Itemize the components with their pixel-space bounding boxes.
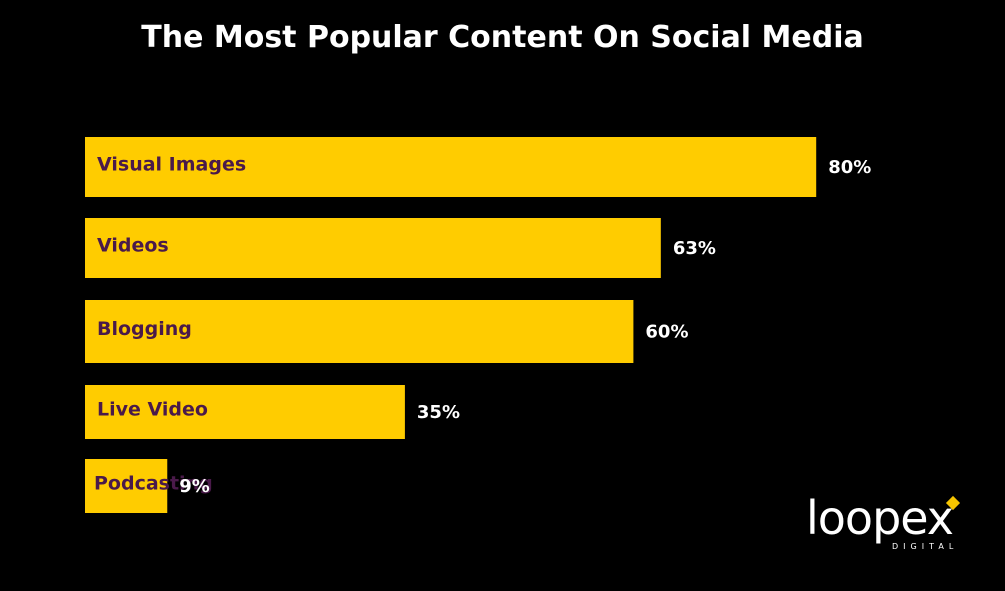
value-label: 35%	[417, 402, 460, 423]
value-label: 63%	[673, 238, 716, 259]
bar-podcasting	[85, 459, 168, 513]
bar-blogging	[85, 300, 634, 363]
category-label: Podcasting	[94, 473, 213, 495]
category-label: Videos	[97, 235, 169, 257]
logo-wordmark: loopex	[806, 491, 954, 545]
loopex-logo: loopex DIGITAL	[800, 490, 980, 560]
bar-visual-images	[85, 137, 817, 197]
value-label: 60%	[645, 322, 688, 343]
category-label: Live Video	[97, 399, 208, 421]
bar-live-video	[85, 385, 405, 439]
value-label: 80%	[828, 157, 871, 178]
logo-subtext: DIGITAL	[892, 542, 959, 551]
value-label: 9%	[179, 476, 210, 497]
bar-videos	[85, 218, 661, 278]
category-label: Visual Images	[97, 154, 246, 176]
category-label: Blogging	[97, 318, 192, 340]
chart-title: The Most Popular Content On Social Media	[141, 20, 864, 55]
